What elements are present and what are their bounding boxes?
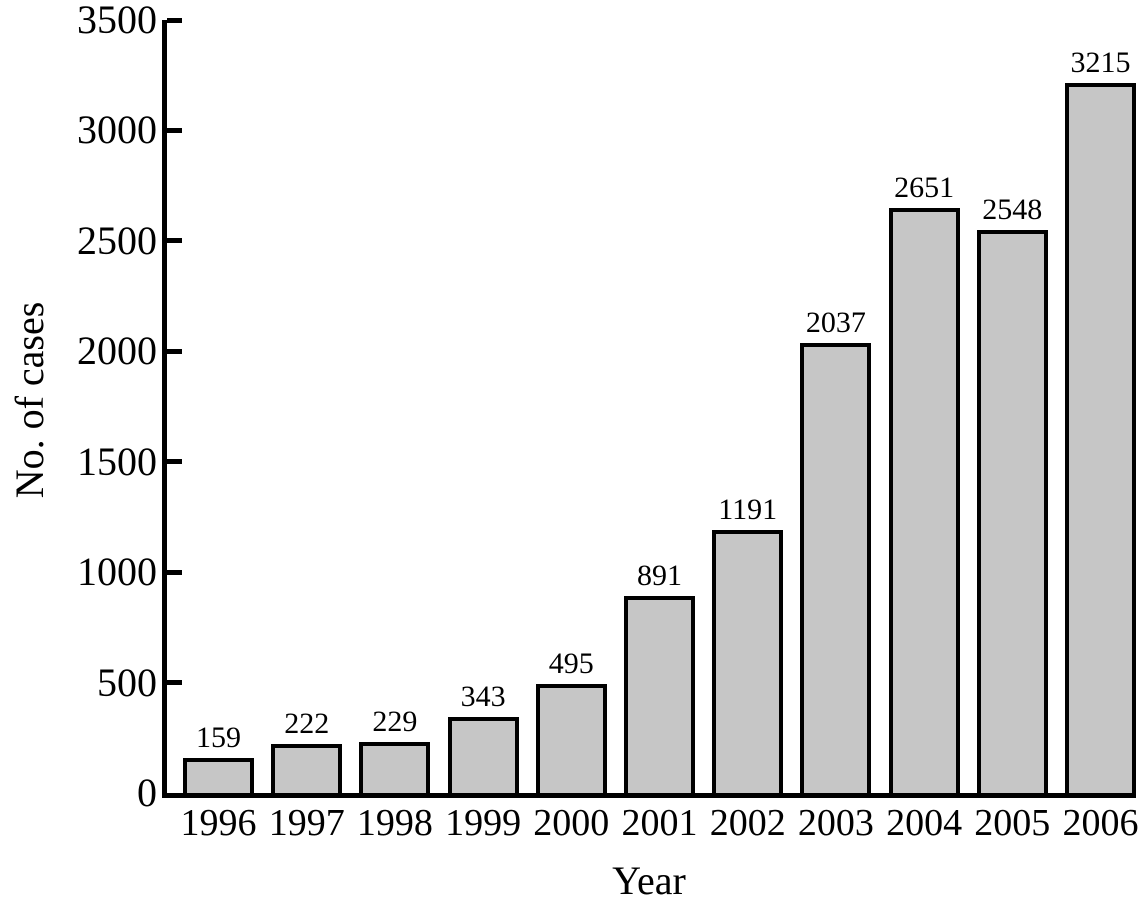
- bar-1998: [359, 742, 431, 793]
- x-axis-tick-label: 1996: [180, 802, 257, 844]
- x-axis-tick-label: 2003: [797, 802, 874, 844]
- bar-2005: [976, 230, 1048, 793]
- y-axis-tick-label: 0: [137, 770, 157, 815]
- bar-1999: [447, 717, 519, 793]
- bar-2003: [800, 343, 872, 793]
- bar-value-label: 222: [284, 707, 330, 740]
- bar-value-label: 343: [460, 680, 506, 713]
- y-axis-tick-label: 2000: [77, 328, 157, 374]
- y-axis-tick: [167, 348, 182, 354]
- bar-2004: [888, 208, 960, 793]
- bar-2001: [624, 596, 695, 793]
- bar-1996: [183, 758, 254, 793]
- x-axis-tick-label: 1998: [356, 802, 433, 844]
- bar-value-label: 891: [637, 559, 682, 592]
- y-axis-tick-label: 500: [97, 659, 157, 705]
- y-axis-tick: [167, 17, 182, 23]
- bar-value-label: 3215: [1070, 46, 1131, 79]
- bar-value-label: 2548: [982, 193, 1043, 226]
- x-axis-tick-label: 2006: [1062, 802, 1139, 844]
- y-axis-tick: [167, 569, 182, 575]
- bar-1997: [271, 744, 343, 793]
- bar-value-label: 495: [548, 647, 594, 680]
- x-axis-tick-label: 2000: [533, 802, 610, 844]
- bar-value-label: 2651: [894, 171, 955, 204]
- y-axis-tick-label: 3500: [77, 0, 157, 42]
- bar-2002: [712, 530, 784, 793]
- x-axis-title: Year: [612, 858, 686, 903]
- y-axis-tick-label: 3000: [77, 107, 157, 153]
- y-axis-tick: [167, 238, 182, 244]
- bar-value-label: 1191: [718, 493, 778, 526]
- bar-value-label: 159: [196, 721, 241, 754]
- y-axis-tick: [167, 127, 182, 133]
- x-axis-tick-label: 2001: [621, 802, 698, 844]
- x-axis-tick-label: 1997: [268, 802, 345, 844]
- bar-value-label: 229: [372, 705, 418, 738]
- y-axis-tick: [167, 680, 182, 686]
- x-axis-tick-label: 2004: [886, 802, 963, 844]
- x-axis-tick-label: 1999: [445, 802, 522, 844]
- y-axis-tick-label: 1500: [77, 438, 157, 484]
- x-axis-tick-label: 2005: [974, 802, 1051, 844]
- bar-2000: [535, 684, 607, 793]
- bar-2006: [1065, 83, 1136, 793]
- bar-value-label: 2037: [805, 306, 866, 339]
- y-axis-tick-label: 2500: [77, 217, 157, 263]
- x-axis-tick-label: 2002: [709, 802, 786, 844]
- y-axis-tick: [167, 459, 182, 465]
- y-axis-tick-label: 1000: [77, 549, 157, 595]
- plot-area: 159 222 229 343 495 891 1191 2037 2651 2548 3215: [162, 17, 1136, 798]
